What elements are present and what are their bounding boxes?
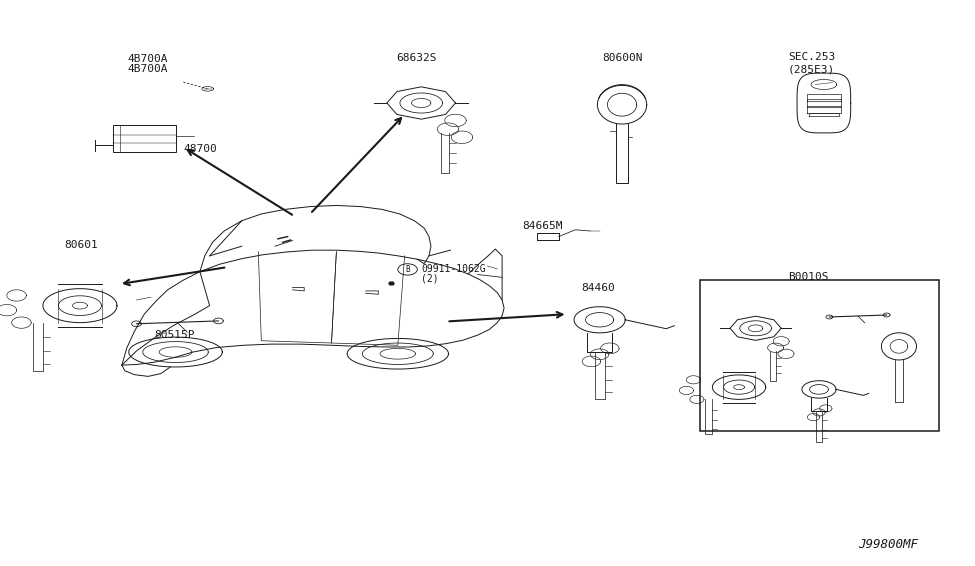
Text: (2): (2) (421, 273, 439, 284)
Text: J99800MF: J99800MF (858, 538, 918, 551)
Text: 4B700A: 4B700A (128, 64, 169, 74)
Bar (112, 125, 176, 152)
Text: B: B (406, 265, 409, 274)
Text: 09911-1062G: 09911-1062G (421, 264, 486, 274)
Text: (285E3): (285E3) (788, 64, 835, 74)
Text: 4B700A: 4B700A (128, 54, 169, 64)
Text: 84665M: 84665M (523, 221, 564, 231)
Text: 80601: 80601 (64, 239, 98, 250)
Bar (700, 280, 939, 431)
Text: B0010S: B0010S (788, 272, 829, 282)
Text: 84460: 84460 (581, 282, 615, 293)
Text: SEC.253: SEC.253 (788, 52, 835, 62)
Text: 68632S: 68632S (396, 53, 437, 63)
Text: 80515P: 80515P (154, 330, 195, 340)
Text: 48700: 48700 (183, 144, 217, 155)
Text: 80600N: 80600N (603, 53, 644, 63)
